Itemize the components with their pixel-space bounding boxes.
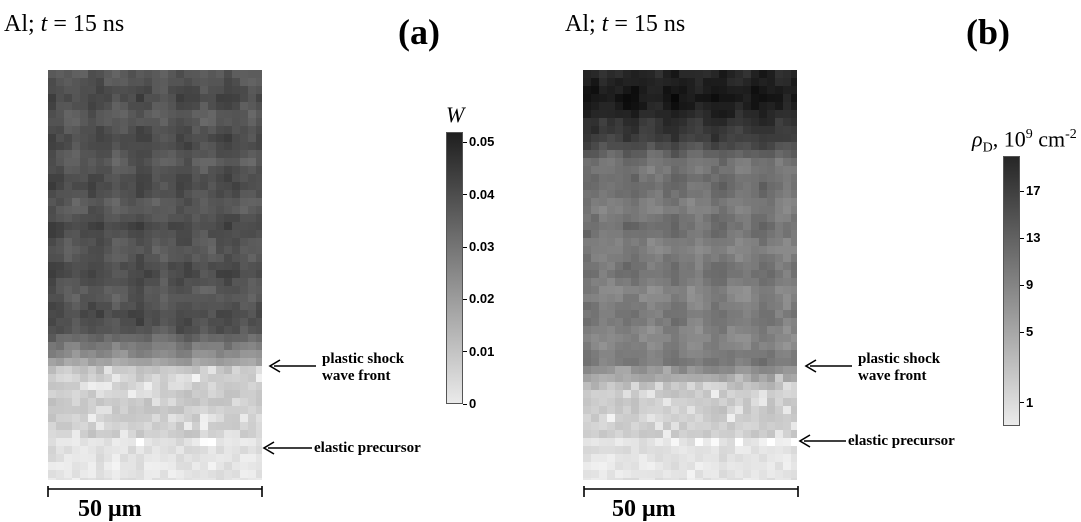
panel-b-colorbar-label: ρD, 109 cm-2 <box>972 128 1077 156</box>
panel-b-colorbar-label-sub: D <box>982 140 993 156</box>
panel-a-title-var: t <box>40 11 48 37</box>
panel-b-scale-label: 50 μm <box>612 497 676 521</box>
panel-b-letter: (b) <box>966 12 1010 52</box>
panel-a-colorbar-label: W <box>446 102 465 127</box>
panel-b-scale-unit: μm <box>642 496 676 522</box>
panel-b-title-suffix: = 15 ns <box>608 11 686 37</box>
colorbar-tick-label: 5 <box>1026 324 1034 340</box>
panel-a-scale-value: 50 <box>78 496 102 522</box>
panel-b-scale-value: 50 <box>612 496 636 522</box>
panel-a-plastic-line1: plastic shock <box>322 351 405 367</box>
panel-b-colorbar-label-symbol: ρ <box>972 126 983 152</box>
panel-b-title: Al; t = 15 ns <box>565 12 685 36</box>
panel-b-title-prefix: Al; <box>565 11 602 37</box>
panel-b-colorbar-label-unit: cm <box>1032 126 1066 152</box>
panel-b-colorbar-label-unit-sup: -2 <box>1065 127 1077 142</box>
colorbar-tick-label: 13 <box>1026 230 1041 246</box>
panel-a-title: Al; t = 15 ns <box>4 12 124 36</box>
panel-b-colorbar-label-mid: , 10 <box>992 126 1026 152</box>
colorbar-tick-mark <box>1020 331 1024 333</box>
panel-a-colorbar <box>446 132 463 404</box>
panel-a-title-suffix: = 15 ns <box>47 11 125 37</box>
panel-a-map <box>48 70 262 480</box>
panel-b-plastic-line2: wave front <box>858 367 927 384</box>
panel-a-elastic-arrow-icon <box>262 441 312 455</box>
colorbar-tick-label: 0.01 <box>469 343 495 359</box>
colorbar-tick-label: 0.02 <box>469 291 495 307</box>
panel-b-colorbar-label-sup: 9 <box>1025 127 1033 142</box>
colorbar-tick-mark <box>463 246 467 248</box>
colorbar-tick-label: 0 <box>469 396 477 411</box>
colorbar-tick-label: 9 <box>1026 277 1034 293</box>
panel-a-title-prefix: Al; <box>4 11 41 37</box>
panel-b-plastic-line1: plastic shock <box>858 351 941 367</box>
colorbar-tick-label: 0.03 <box>469 239 495 255</box>
colorbar-tick-mark <box>463 194 467 196</box>
panel-a-scale-label: 50 μm <box>78 497 142 521</box>
panel-b-map <box>583 70 797 480</box>
panel-b-title-var: t <box>601 11 609 37</box>
panel-a-plastic-annotation: plastic shock wave front <box>322 351 404 384</box>
colorbar-tick-mark <box>463 351 467 353</box>
colorbar-tick-mark <box>1020 284 1024 286</box>
panel-b-colorbar <box>1003 156 1020 426</box>
colorbar-tick-label: 0.05 <box>469 134 495 150</box>
panel-a-scale-unit: μm <box>108 496 142 522</box>
panel-b-elastic-arrow-icon <box>798 434 846 448</box>
panel-b-scale-bar <box>583 486 799 497</box>
colorbar-tick-mark <box>463 298 467 300</box>
colorbar-tick-label: 0.04 <box>469 186 495 202</box>
colorbar-tick-mark <box>1020 402 1024 404</box>
panel-b-map-image <box>583 70 797 480</box>
colorbar-tick-mark <box>463 403 467 405</box>
panel-a-plastic-arrow-icon <box>268 359 316 373</box>
colorbar-tick-label: 1 <box>1026 394 1034 410</box>
colorbar-tick-mark <box>1020 237 1024 239</box>
panel-b-elastic-annotation: elastic precursor <box>848 433 955 449</box>
colorbar-tick-mark <box>1020 190 1024 192</box>
panel-a-letter: (a) <box>398 12 440 52</box>
panel-a-plastic-line2: wave front <box>322 367 391 384</box>
colorbar-tick-label: 17 <box>1026 183 1041 199</box>
panel-b-plastic-annotation: plastic shock wave front <box>858 351 940 384</box>
colorbar-tick-mark <box>463 141 467 143</box>
panel-b-plastic-arrow-icon <box>804 359 852 373</box>
panel-a-elastic-annotation: elastic precursor <box>314 440 421 456</box>
panel-a-map-image <box>48 70 262 480</box>
panel-a-scale-bar <box>47 486 263 497</box>
